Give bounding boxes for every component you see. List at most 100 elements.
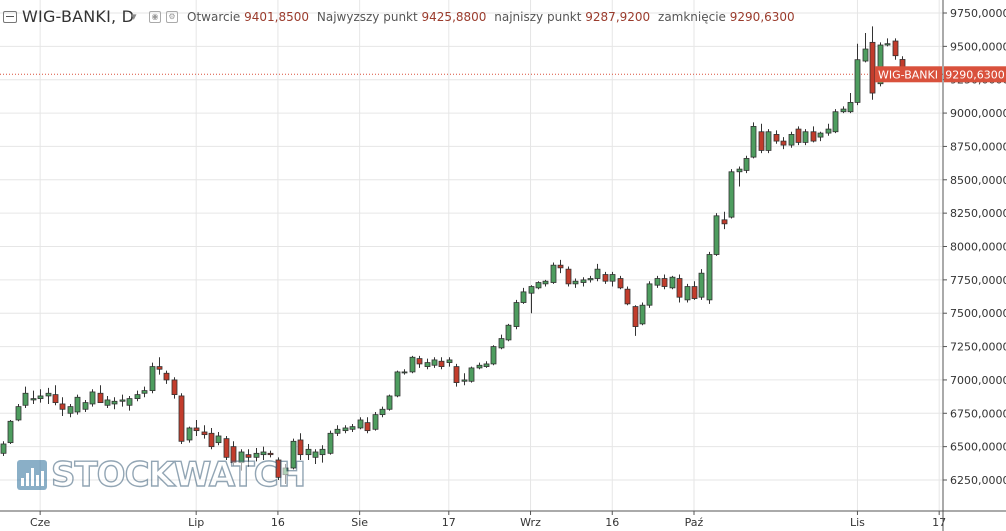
close-value: 9290,6300 <box>729 10 795 24</box>
symbol-title[interactable]: WIG-BANKI, D <box>22 7 135 26</box>
candle-down <box>617 278 624 289</box>
candle-up <box>765 131 772 151</box>
close-label: zamknięcie <box>658 10 726 24</box>
high-value: 9425,8800 <box>421 10 487 24</box>
candle-up <box>111 400 118 405</box>
watermark-logo-icon <box>17 460 47 490</box>
candle-up <box>253 452 260 458</box>
y-tick-label: 7000,0000 <box>950 374 1006 387</box>
y-tick-label: 9500,0000 <box>950 40 1006 53</box>
candle-up <box>104 399 111 406</box>
candle-up <box>67 406 74 414</box>
candle-up <box>594 268 601 279</box>
candles <box>0 26 906 485</box>
candle-up <box>357 419 364 429</box>
candle-down <box>869 41 876 94</box>
candle-up <box>149 366 156 392</box>
candle-up <box>520 291 527 303</box>
candle-down <box>721 219 728 225</box>
candle-down <box>565 268 572 285</box>
candle-up <box>832 111 839 133</box>
candle-up <box>126 398 133 406</box>
candle-up <box>238 451 245 464</box>
watermark-text: STOCKWATCH <box>50 454 307 495</box>
settings-icon[interactable]: ⚙ <box>166 11 178 23</box>
candle-down <box>97 392 104 404</box>
candle-down <box>364 422 371 432</box>
candle-up <box>141 390 148 394</box>
candle-up <box>290 440 297 469</box>
candle-up <box>0 443 7 454</box>
candle-up <box>134 394 141 400</box>
candle-down <box>156 366 163 370</box>
candle-down <box>632 306 639 327</box>
eye-icon[interactable]: ◉ <box>149 11 161 23</box>
candle-down <box>773 134 780 142</box>
candle-up <box>550 264 557 283</box>
candle-up <box>312 451 319 458</box>
candle-up <box>461 379 468 382</box>
y-tick-label: 8250,0000 <box>950 207 1006 220</box>
candle-down <box>661 278 668 287</box>
candle-up <box>750 126 757 158</box>
open-label: Otwarcie <box>187 10 241 24</box>
candle-down <box>416 358 423 365</box>
y-tick-label: 6750,0000 <box>950 407 1006 420</box>
last-price-tag-value-bg <box>944 66 1006 83</box>
candle-down <box>758 131 765 151</box>
candle-down <box>297 439 304 456</box>
watermark: STOCKWATCH <box>17 454 307 496</box>
x-tick-label: 17 <box>932 516 946 529</box>
candle-down <box>676 278 683 298</box>
candle-up <box>654 278 661 286</box>
x-tick-label: Lis <box>850 516 865 529</box>
candle-down <box>624 288 631 305</box>
candle-up <box>424 362 431 367</box>
candle-down <box>201 431 208 436</box>
candle-up <box>513 302 520 327</box>
candle-down <box>178 395 185 442</box>
candle-up <box>305 448 312 456</box>
x-tick-label: Paź <box>685 516 704 529</box>
candle-up <box>528 286 535 294</box>
y-tick-label: 9750,0000 <box>950 7 1006 20</box>
candle-down <box>163 372 170 381</box>
candle-up <box>334 428 341 434</box>
y-tick-label: 7500,0000 <box>950 307 1006 320</box>
candle-up <box>342 427 349 432</box>
candle-down <box>52 394 59 404</box>
candle-up <box>186 427 193 441</box>
open-value: 9401,8500 <box>244 10 310 24</box>
candle-up <box>817 132 824 138</box>
candle-up <box>862 48 869 62</box>
x-tick-label: Sie <box>351 516 368 529</box>
candle-up <box>698 272 705 298</box>
collapse-legend-button[interactable] <box>3 11 17 23</box>
candle-up <box>37 395 44 400</box>
candle-up <box>736 168 743 173</box>
candle-up <box>379 408 386 416</box>
candle-down <box>892 40 899 57</box>
candle-up <box>535 282 542 289</box>
x-tick-label: 16 <box>605 516 619 529</box>
candle-up <box>327 432 334 454</box>
candle-up <box>825 128 832 134</box>
candle-up <box>847 101 854 113</box>
candle-up <box>639 304 646 325</box>
candle-up <box>7 420 14 444</box>
grid <box>0 0 943 511</box>
candle-up <box>319 448 326 456</box>
last-price-tag-name-bg <box>875 66 942 83</box>
ohlc-legend: Otwarcie 9401,8500 Najwyzszy punkt 9425,… <box>187 10 799 24</box>
last-price-tag-value: 9290,6300 <box>945 68 1005 81</box>
candle-up <box>22 392 29 406</box>
candle-up <box>349 426 356 430</box>
candle-down <box>171 379 178 396</box>
candle-down <box>223 438 230 458</box>
candle-up <box>580 279 587 283</box>
candle-down <box>438 360 445 367</box>
chevron-down-icon[interactable]: ▾ <box>131 10 137 23</box>
candle-up <box>542 280 549 285</box>
candle-up <box>646 283 653 306</box>
